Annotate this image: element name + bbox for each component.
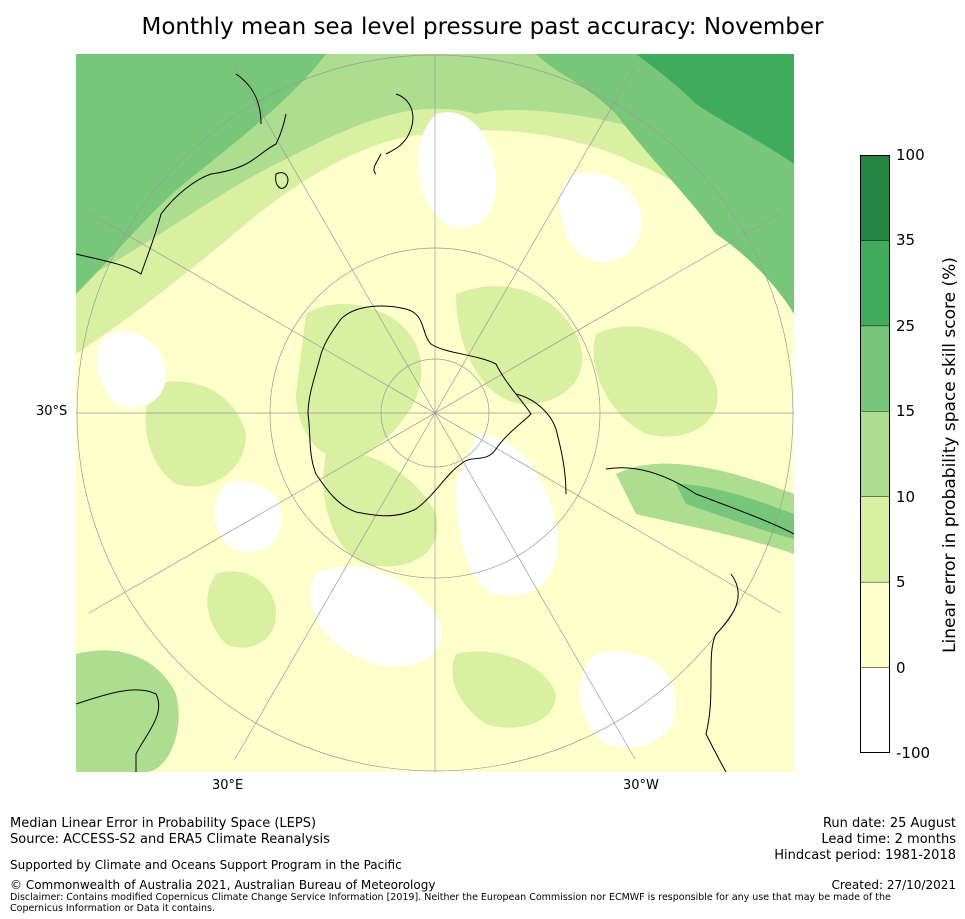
tasmania-coastline	[275, 172, 289, 189]
polar-map	[76, 54, 794, 772]
skill-region-top-right-peak	[636, 54, 794, 164]
colorbar-tick-label: 35	[896, 231, 916, 250]
colorbar-frame	[860, 155, 890, 753]
colorbar-tick-label: 5	[896, 573, 906, 592]
skill-patch-3	[323, 452, 438, 567]
colorbar-label: Linear error in probability space skill …	[940, 257, 960, 653]
footer-run-date: Run date: 25 August	[822, 816, 956, 831]
skill-patch-1	[296, 304, 422, 460]
colorbar-tick-label: 15	[896, 402, 916, 421]
colorbar	[860, 155, 890, 753]
south-america-coastline	[605, 467, 794, 772]
skill-patch-7	[207, 571, 276, 648]
antarctic-peninsula-coastline	[515, 393, 567, 495]
africa-coastline	[76, 689, 160, 772]
no-skill-area-7	[579, 651, 676, 748]
footer-copyright: © Commonwealth of Australia 2021, Austra…	[10, 878, 436, 892]
colorbar-tick-label: 100	[896, 146, 925, 164]
graticule	[76, 54, 794, 772]
lon-label-30e: 30°E	[212, 778, 244, 793]
no-skill-area-2	[559, 172, 642, 263]
skill-patch-4	[145, 381, 246, 487]
chart-title: Monthly mean sea level pressure past acc…	[141, 14, 824, 40]
colorbar-tick-label: 25	[896, 316, 916, 335]
footer-source: Source: ACCESS-S2 and ERA5 Climate Reana…	[10, 832, 330, 847]
coastlines	[76, 73, 794, 772]
antarctica-coastline	[307, 305, 532, 517]
no-skill-area-6	[214, 481, 282, 553]
australia-coastline	[76, 73, 287, 275]
colorbar-tick-label: -100	[896, 744, 931, 762]
colorbar-tick-label: 10	[896, 487, 916, 506]
colorbar-bin	[860, 581, 890, 668]
colorbar-bin	[860, 496, 890, 583]
footer-disclaimer: Disclaimer: Contains modified Copernicus…	[10, 892, 891, 914]
no-skill-area-3	[456, 434, 558, 596]
footer-created: Created: 27/10/2021	[831, 878, 956, 892]
skill-patch-5	[593, 326, 718, 437]
lon-label-30w: 30°W	[623, 778, 659, 793]
no-skill-area-5	[97, 331, 166, 408]
skill-region-top-high	[76, 54, 326, 294]
footer-method: Median Linear Error in Probability Space…	[10, 816, 317, 831]
new-zealand-coastline	[373, 93, 414, 175]
colorbar-bin	[860, 240, 890, 327]
colorbar-bin	[860, 325, 890, 412]
lat-label-30s: 30°S	[36, 404, 68, 419]
no-skill-area-1	[417, 112, 496, 228]
colorbar-tick-label: 0	[896, 658, 906, 677]
colorbar-bin	[860, 667, 890, 753]
footer-support: Supported by Climate and Oceans Support …	[10, 858, 402, 872]
skill-patch-2	[456, 286, 583, 404]
skill-patch-6	[452, 651, 556, 728]
colorbar-bin	[860, 411, 890, 497]
colorbar-bin	[860, 155, 890, 241]
footer-hindcast: Hindcast period: 1981-2018	[774, 848, 956, 863]
skill-region-southwest	[76, 650, 179, 772]
no-skill-area-4	[310, 566, 442, 667]
footer-lead-time: Lead time: 2 months	[821, 832, 956, 847]
